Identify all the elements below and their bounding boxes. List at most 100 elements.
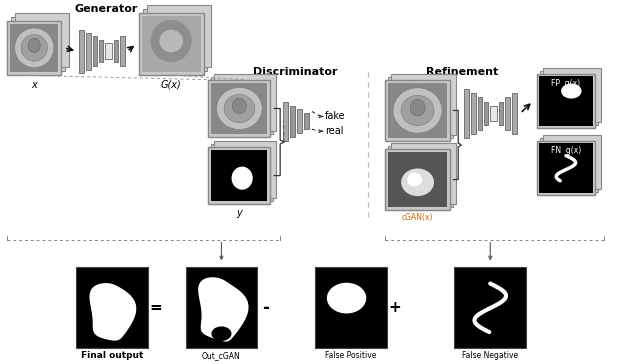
Ellipse shape bbox=[232, 98, 246, 114]
Bar bbox=[105, 43, 112, 59]
Bar bbox=[304, 114, 309, 129]
Text: x: x bbox=[415, 145, 420, 155]
Bar bbox=[114, 40, 118, 62]
Bar bbox=[93, 36, 97, 66]
Bar bbox=[12, 17, 65, 71]
Ellipse shape bbox=[21, 35, 47, 61]
Bar bbox=[388, 77, 453, 138]
Bar bbox=[147, 5, 211, 67]
Bar bbox=[15, 13, 69, 67]
Bar bbox=[76, 267, 148, 348]
Ellipse shape bbox=[28, 38, 40, 53]
Text: real: real bbox=[325, 126, 344, 136]
Bar bbox=[490, 106, 497, 121]
Ellipse shape bbox=[407, 173, 422, 186]
Bar bbox=[543, 135, 601, 189]
Bar bbox=[209, 80, 270, 137]
Bar bbox=[79, 29, 84, 73]
Bar bbox=[297, 110, 302, 133]
Ellipse shape bbox=[401, 169, 434, 196]
Text: Generator: Generator bbox=[74, 4, 138, 14]
Bar bbox=[471, 93, 476, 134]
Ellipse shape bbox=[410, 99, 425, 116]
Ellipse shape bbox=[232, 167, 253, 190]
Bar bbox=[385, 149, 451, 210]
Text: FP  g(x): FP g(x) bbox=[552, 79, 580, 88]
Bar bbox=[211, 150, 268, 201]
Ellipse shape bbox=[159, 30, 183, 52]
Ellipse shape bbox=[561, 83, 582, 99]
Ellipse shape bbox=[211, 327, 232, 341]
Ellipse shape bbox=[393, 88, 442, 133]
Text: Final output: Final output bbox=[81, 351, 143, 360]
Bar bbox=[465, 89, 469, 138]
Bar bbox=[211, 83, 268, 134]
Bar bbox=[454, 267, 526, 348]
Text: False Negative: False Negative bbox=[462, 351, 518, 360]
Bar bbox=[537, 74, 595, 128]
Text: fake: fake bbox=[325, 111, 346, 121]
Bar bbox=[315, 267, 387, 348]
Bar bbox=[186, 267, 257, 348]
Text: cGAN(x): cGAN(x) bbox=[402, 213, 433, 222]
Bar bbox=[120, 36, 125, 66]
Bar bbox=[8, 21, 61, 75]
Text: x: x bbox=[236, 141, 242, 151]
Bar bbox=[211, 77, 273, 134]
Text: FN  g(x): FN g(x) bbox=[551, 146, 581, 155]
Bar bbox=[539, 143, 593, 193]
Bar bbox=[209, 147, 270, 204]
Polygon shape bbox=[199, 278, 248, 341]
Bar bbox=[209, 80, 270, 137]
Bar bbox=[388, 83, 447, 138]
Bar bbox=[214, 141, 276, 198]
Bar bbox=[484, 102, 488, 125]
Bar bbox=[142, 16, 200, 72]
Text: y: y bbox=[236, 208, 242, 218]
Bar bbox=[211, 144, 273, 201]
Bar bbox=[385, 80, 451, 141]
Bar bbox=[99, 40, 103, 62]
Bar bbox=[290, 106, 295, 137]
Polygon shape bbox=[90, 284, 136, 340]
Text: Discriminator: Discriminator bbox=[253, 67, 337, 77]
Bar bbox=[10, 24, 58, 72]
Ellipse shape bbox=[216, 87, 262, 130]
Bar bbox=[539, 76, 593, 126]
Bar bbox=[385, 149, 451, 210]
Text: =: = bbox=[149, 300, 162, 315]
Bar bbox=[86, 32, 91, 70]
Bar bbox=[537, 141, 595, 195]
Bar bbox=[390, 143, 456, 204]
Bar bbox=[385, 80, 451, 141]
Text: Refinement: Refinement bbox=[426, 67, 499, 77]
Bar bbox=[143, 9, 207, 71]
Text: G(x): G(x) bbox=[161, 80, 182, 90]
Bar bbox=[388, 152, 447, 207]
Text: False Positive: False Positive bbox=[325, 351, 376, 360]
Bar bbox=[537, 74, 595, 128]
Bar bbox=[543, 68, 601, 122]
Bar bbox=[390, 74, 456, 135]
Ellipse shape bbox=[150, 20, 192, 62]
Bar bbox=[139, 13, 204, 75]
Bar bbox=[512, 93, 517, 134]
Text: -: - bbox=[262, 299, 269, 317]
Bar bbox=[499, 102, 503, 125]
Ellipse shape bbox=[15, 28, 54, 68]
Bar bbox=[478, 97, 483, 130]
Bar bbox=[209, 147, 270, 204]
Ellipse shape bbox=[327, 283, 366, 313]
Ellipse shape bbox=[224, 94, 255, 123]
Bar bbox=[540, 138, 598, 192]
Bar bbox=[505, 97, 510, 130]
Bar bbox=[8, 21, 61, 75]
Ellipse shape bbox=[401, 95, 434, 126]
Text: x: x bbox=[31, 80, 37, 90]
Bar bbox=[537, 141, 595, 195]
Text: +: + bbox=[388, 300, 401, 315]
Bar bbox=[283, 102, 288, 141]
Bar bbox=[540, 71, 598, 125]
Bar bbox=[388, 146, 453, 207]
Text: Out_cGAN: Out_cGAN bbox=[202, 351, 241, 360]
